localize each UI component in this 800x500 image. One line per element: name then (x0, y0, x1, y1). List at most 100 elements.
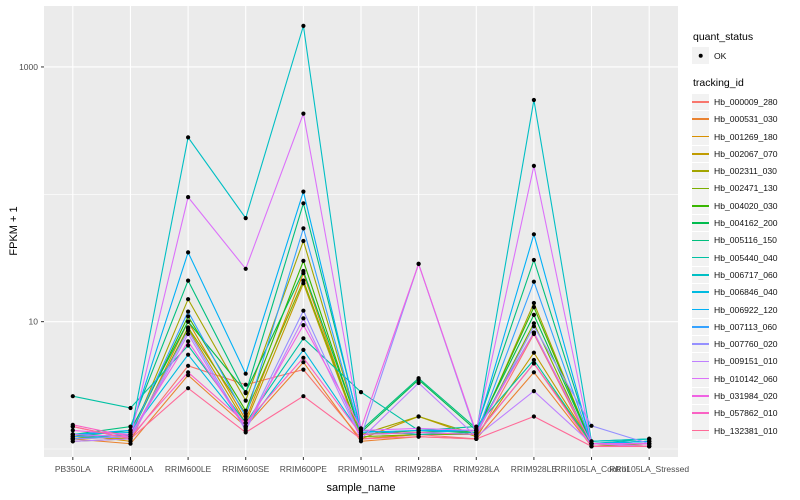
legend-item-Hb_004162_200: Hb_004162_200 (692, 214, 798, 232)
line-swatch (692, 377, 709, 380)
data-point (301, 238, 306, 244)
legend-key-line-icon (692, 353, 709, 370)
data-point (186, 309, 191, 314)
line-swatch (692, 395, 709, 397)
data-point (301, 308, 306, 313)
legend-item-ok: OK (692, 47, 798, 64)
data-point (301, 226, 306, 231)
data-point (243, 266, 248, 271)
data-point (531, 163, 537, 168)
data-point (128, 405, 133, 411)
data-point (301, 336, 306, 341)
legend-key-line-icon (692, 387, 709, 405)
data-point (301, 268, 306, 274)
legend-label: Hb_004020_030 (714, 200, 778, 211)
x-tick-label: RRIM600LA (107, 464, 154, 474)
legend-label: Hb_007113_060 (714, 321, 777, 332)
legend-item-Hb_007760_020: Hb_007760_020 (692, 335, 798, 353)
legend-key-line-icon (692, 128, 709, 145)
legend-label: Hb_000009_280 (714, 96, 778, 107)
data-point (358, 390, 364, 395)
legend-label: Hb_006922_120 (714, 304, 778, 315)
legend-label: Hb_010142_060 (714, 373, 778, 384)
data-point (186, 325, 191, 330)
legend-item-Hb_005116_150: Hb_005116_150 (692, 232, 798, 249)
data-point (647, 444, 652, 449)
line-swatch (692, 222, 709, 224)
legend-item-Hb_006922_120: Hb_006922_120 (692, 301, 798, 318)
legend-key-line-icon (692, 232, 709, 249)
data-point (186, 363, 191, 368)
data-point (531, 357, 537, 363)
legend-label: Hb_002471_130 (714, 183, 778, 194)
legend-item-Hb_002311_030: Hb_002311_030 (692, 162, 798, 180)
data-point (301, 23, 306, 28)
data-point (70, 394, 75, 399)
point-symbol-icon (698, 53, 703, 58)
legend-label: Hb_000531_030 (714, 114, 778, 125)
data-point (531, 370, 537, 375)
line-swatch (692, 170, 709, 172)
legend-key-line-icon (692, 266, 709, 284)
data-point (128, 424, 133, 429)
data-point (243, 430, 248, 435)
line-swatch (692, 135, 709, 138)
data-point (243, 414, 248, 419)
line-swatch (692, 118, 709, 121)
data-point (243, 424, 248, 429)
legend-key-line-icon (692, 110, 709, 128)
legend-item-Hb_006717_060: Hb_006717_060 (692, 266, 798, 284)
data-point (301, 189, 306, 194)
legend-key-line-icon (692, 370, 709, 387)
line-swatch (692, 101, 709, 103)
legend-key-line-icon (692, 197, 709, 215)
x-tick-label: RRIM600SE (222, 464, 270, 474)
data-point (416, 414, 421, 419)
y-axis-title: FPKM + 1 (8, 206, 20, 256)
data-point (301, 316, 306, 321)
legend-label: Hb_001269_180 (714, 131, 778, 142)
legend-label: Hb_031984_020 (714, 390, 778, 401)
data-point (416, 430, 421, 435)
data-point (243, 408, 248, 413)
data-point (416, 380, 421, 386)
data-point (358, 436, 364, 441)
data-point (531, 300, 537, 306)
legend-key-line-icon (692, 180, 709, 197)
data-point (186, 328, 191, 333)
x-axis-title: sample_name (326, 482, 396, 494)
legend: quant_status OK tracking_id Hb_000009_28… (692, 31, 798, 439)
x-tick-label: RRIM600PE (280, 464, 328, 474)
legend-item-Hb_010142_060: Hb_010142_060 (692, 370, 798, 387)
data-point (186, 373, 191, 378)
legend-item-list: Hb_000009_280 Hb_000531_030 Hb_001269_180 H… (692, 93, 798, 439)
data-point (301, 355, 306, 360)
data-point (301, 323, 306, 328)
data-point (301, 394, 306, 399)
legend-label: Hb_132381_010 (714, 425, 778, 436)
line-swatch (692, 412, 709, 415)
legend-key-line-icon (692, 404, 709, 422)
line-swatch (692, 153, 709, 155)
data-point (301, 111, 306, 116)
legend-label: Hb_002067_070 (714, 148, 778, 159)
data-point (531, 305, 537, 310)
legend-label: Hb_004162_200 (714, 218, 778, 229)
data-point (128, 436, 133, 441)
x-tick-label: PB350LA (55, 464, 91, 474)
line-swatch (692, 429, 709, 432)
data-point (301, 367, 306, 372)
legend-item-Hb_057862_010: Hb_057862_010 (692, 404, 798, 422)
x-tick-label: RRIM928LA (453, 464, 500, 474)
legend-label: Hb_009151_010 (714, 356, 778, 367)
legend-key-line-icon (692, 318, 709, 336)
legend-key-line-icon (692, 422, 709, 439)
legend-item-Hb_001269_180: Hb_001269_180 (692, 128, 798, 145)
data-point (301, 360, 306, 365)
legend-label: Hb_057862_010 (714, 408, 778, 419)
y-tick-label: 10 (29, 317, 39, 327)
legend-item-Hb_005440_040: Hb_005440_040 (692, 249, 798, 266)
data-point (186, 386, 191, 391)
legend-item-Hb_031984_020: Hb_031984_020 (692, 387, 798, 405)
